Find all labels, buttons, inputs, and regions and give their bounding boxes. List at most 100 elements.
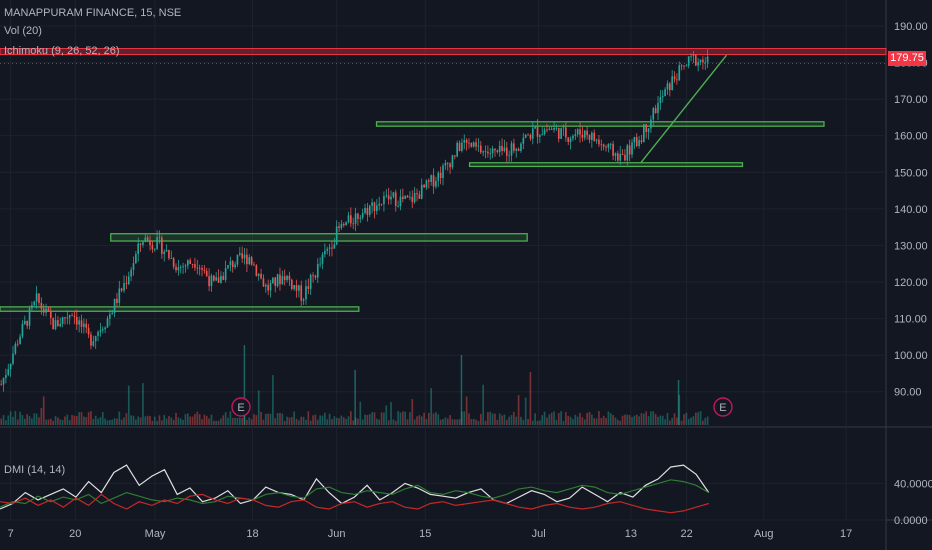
volume-bar [439, 419, 442, 425]
candle-body [191, 263, 194, 265]
candle-body [652, 108, 655, 120]
candle-body [172, 258, 175, 267]
candle-body [224, 268, 227, 280]
volume-bar [113, 418, 116, 425]
volume-bar [130, 415, 132, 425]
candle-body [378, 203, 381, 206]
volume-bars [0, 345, 709, 425]
volume-bar [477, 420, 480, 425]
volume-bar [38, 417, 40, 425]
ichimoku-study-label[interactable]: Ichimoku (9, 26, 52, 26) [4, 45, 120, 57]
volume-bar [73, 415, 76, 425]
volume-study-label[interactable]: Vol (20) [4, 25, 42, 37]
x-tick-label: 13 [625, 528, 637, 540]
candle-body [666, 83, 669, 90]
candle-body [680, 65, 683, 67]
candle-body [316, 264, 319, 278]
volume-bar [387, 420, 390, 425]
candle-body [482, 151, 484, 153]
volume-bar [78, 412, 80, 425]
volume-bar [87, 412, 90, 425]
candle-body [5, 374, 7, 378]
volume-bar [605, 418, 607, 425]
volume-bar [146, 415, 149, 425]
candle-body [9, 363, 12, 370]
volume-bar [508, 416, 510, 425]
x-tick-label: Jun [328, 528, 346, 540]
candle-body [557, 127, 560, 139]
volume-bar [189, 416, 192, 425]
symbol-title[interactable]: MANAPPURAM FINANCE, 15, NSE [4, 7, 182, 19]
di-plus-line [0, 479, 710, 508]
candle-body [683, 65, 685, 67]
candle-body [90, 334, 92, 346]
volume-bar [321, 415, 324, 425]
earnings-event-label: E [237, 402, 244, 414]
candle-body [704, 62, 707, 64]
candle-body [458, 142, 461, 151]
candle-body [253, 264, 255, 266]
candle-body [170, 258, 173, 259]
volume-bar [290, 417, 293, 425]
volume-bar [49, 418, 52, 425]
candle-body [484, 151, 487, 153]
volume-bar [366, 414, 369, 425]
volume-bar [368, 414, 371, 425]
candle-body [153, 248, 156, 250]
candle-body [182, 266, 184, 268]
candle-body [144, 237, 147, 242]
candle-body [264, 284, 267, 287]
volume-bar [210, 414, 213, 425]
candle-body [465, 140, 468, 143]
candle-body [75, 316, 78, 325]
dmi-study-label[interactable]: DMI (14, 14) [4, 464, 66, 476]
candle-body [42, 308, 45, 313]
volume-bar [583, 419, 586, 425]
volume-bar [394, 420, 397, 425]
candle-body [312, 274, 314, 276]
candle-body [187, 260, 189, 266]
candle-body [116, 298, 118, 303]
volume-bar [7, 415, 10, 425]
candle-body [279, 274, 281, 285]
volume-bar [85, 417, 88, 425]
candle-body [38, 293, 40, 303]
volume-bar [111, 419, 114, 425]
candle-body [628, 145, 631, 155]
volume-bar [482, 384, 484, 425]
candle-body [553, 127, 555, 130]
volume-bar [260, 411, 262, 425]
candle-body [295, 285, 298, 291]
earnings-event-icon [713, 397, 733, 417]
volume-bar [392, 419, 395, 425]
volume-bar [680, 420, 683, 425]
candle-body [423, 184, 425, 188]
candle-body [246, 254, 248, 265]
volume-bar [416, 416, 418, 425]
volume-bar [617, 419, 619, 425]
volume-bar [222, 415, 225, 425]
volume-bar [659, 415, 662, 425]
y-tick-label: 120.00 [894, 277, 928, 289]
candle-body [690, 55, 692, 57]
volume-bar [163, 415, 166, 425]
volume-bar [621, 415, 624, 425]
candle-body [14, 343, 17, 354]
candle-body [276, 274, 279, 286]
volume-bar [432, 413, 435, 425]
volume-bar [692, 416, 695, 425]
volume-bar [458, 419, 461, 425]
volume-bar [652, 411, 655, 425]
candle-body [328, 247, 331, 249]
volume-bar [706, 416, 709, 425]
volume-bar [28, 416, 31, 425]
candle-body [692, 54, 695, 56]
volume-bar [5, 420, 7, 425]
volume-bar [385, 405, 388, 425]
volume-bar [42, 396, 45, 425]
volume-bar [543, 411, 546, 425]
volume-bar [153, 416, 156, 425]
volume-bar [557, 413, 560, 425]
